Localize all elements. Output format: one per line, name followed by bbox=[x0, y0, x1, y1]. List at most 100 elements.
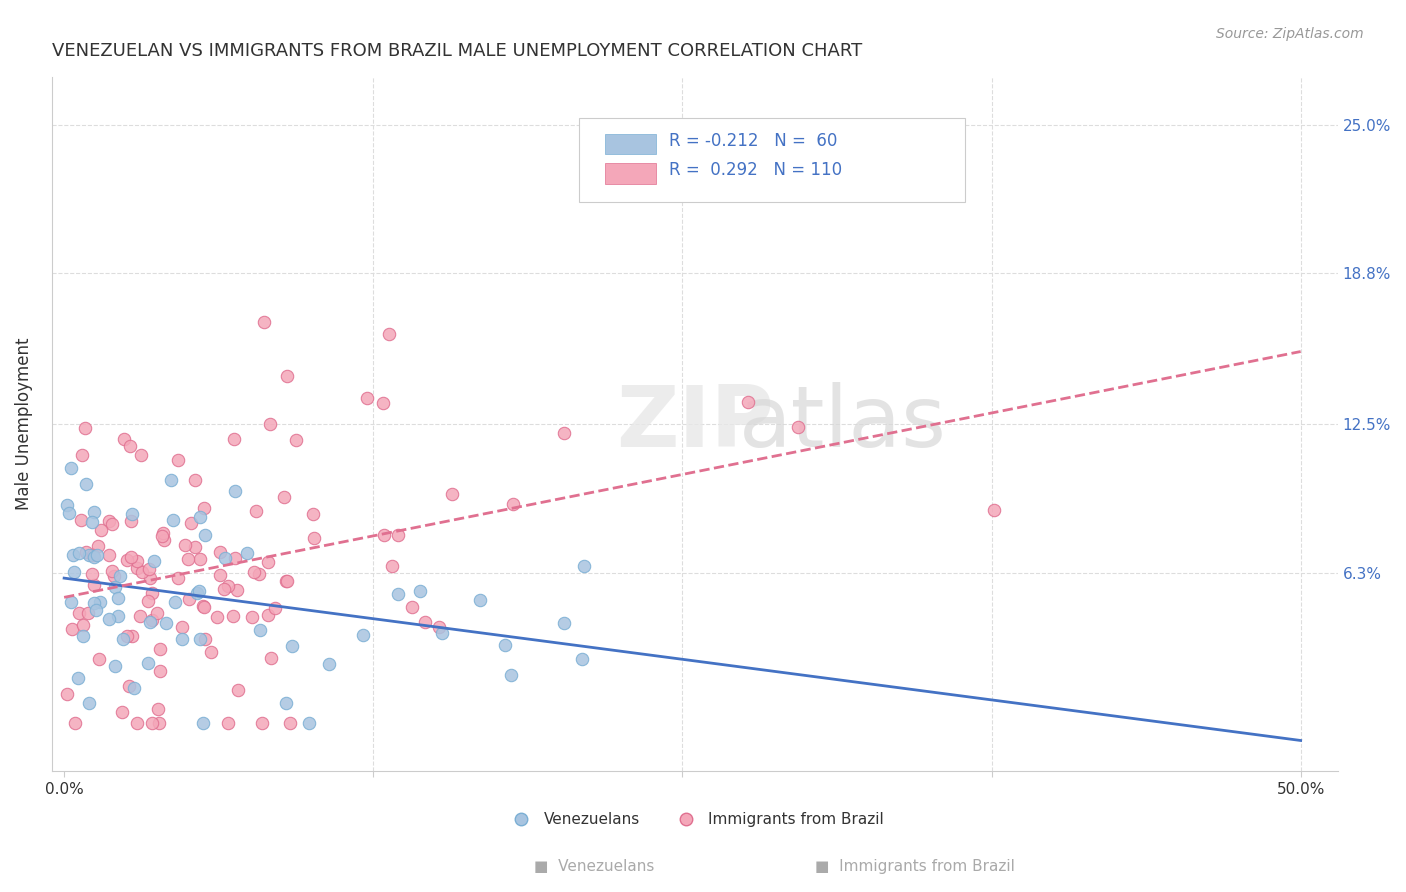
Point bbox=[67, 546, 90, 560]
Point bbox=[139, 571, 162, 585]
Point bbox=[571, 652, 593, 666]
Point bbox=[225, 582, 247, 597]
Point bbox=[983, 503, 1005, 517]
Point bbox=[111, 705, 134, 719]
Text: atlas: atlas bbox=[738, 383, 946, 466]
Point bbox=[209, 568, 232, 582]
Point bbox=[129, 449, 152, 463]
Point bbox=[136, 657, 159, 671]
Point bbox=[214, 550, 236, 565]
Point bbox=[136, 594, 159, 608]
Point bbox=[226, 683, 249, 698]
Point bbox=[131, 565, 153, 579]
Point bbox=[79, 697, 101, 711]
Point bbox=[148, 716, 170, 731]
Point bbox=[356, 392, 378, 406]
Point bbox=[247, 566, 270, 581]
Point bbox=[101, 564, 124, 578]
Point bbox=[285, 433, 308, 447]
Point bbox=[129, 608, 152, 623]
Point bbox=[146, 606, 169, 620]
Point bbox=[191, 599, 214, 614]
Point bbox=[163, 594, 186, 608]
Point bbox=[737, 395, 759, 409]
Point bbox=[160, 473, 183, 487]
Point bbox=[193, 527, 215, 541]
Point bbox=[224, 551, 246, 566]
Point bbox=[373, 396, 395, 410]
Point bbox=[149, 664, 172, 678]
Point bbox=[141, 585, 163, 599]
Point bbox=[125, 716, 148, 731]
Point bbox=[302, 508, 325, 522]
Point bbox=[62, 548, 84, 562]
Point bbox=[60, 623, 83, 637]
Point bbox=[125, 554, 148, 568]
Point bbox=[413, 615, 436, 630]
Point bbox=[83, 578, 105, 592]
Point bbox=[120, 514, 142, 528]
Point bbox=[191, 716, 214, 731]
Point bbox=[60, 460, 83, 475]
Point bbox=[470, 593, 492, 607]
Point bbox=[236, 546, 259, 560]
Point bbox=[276, 574, 298, 588]
Point bbox=[115, 629, 138, 643]
Point bbox=[298, 716, 321, 731]
FancyBboxPatch shape bbox=[605, 163, 657, 185]
Point bbox=[274, 696, 297, 710]
Point bbox=[180, 516, 202, 530]
Point bbox=[432, 626, 454, 640]
Point bbox=[125, 560, 148, 574]
Point bbox=[86, 603, 108, 617]
Point bbox=[553, 425, 575, 440]
Point bbox=[162, 513, 184, 527]
Point bbox=[97, 612, 120, 626]
Point bbox=[166, 572, 188, 586]
Point bbox=[387, 587, 409, 601]
Legend: Venezuelans, Immigrants from Brazil: Venezuelans, Immigrants from Brazil bbox=[499, 806, 890, 833]
Point bbox=[222, 608, 245, 623]
Point bbox=[177, 552, 200, 566]
Point bbox=[318, 657, 340, 671]
Point bbox=[245, 503, 267, 517]
Point bbox=[77, 606, 100, 620]
Point bbox=[243, 565, 266, 579]
Point bbox=[59, 595, 82, 609]
Text: R = -0.212   N =  60: R = -0.212 N = 60 bbox=[669, 131, 838, 150]
Point bbox=[381, 558, 404, 573]
Point bbox=[75, 545, 97, 559]
Point bbox=[83, 504, 105, 518]
Point bbox=[58, 506, 80, 520]
Text: ■  Immigrants from Brazil: ■ Immigrants from Brazil bbox=[815, 859, 1015, 874]
Point bbox=[66, 671, 89, 685]
Point bbox=[502, 497, 524, 511]
Point bbox=[274, 574, 297, 588]
Point bbox=[264, 600, 287, 615]
Point bbox=[141, 613, 163, 627]
Point bbox=[143, 554, 166, 568]
Point bbox=[499, 667, 522, 681]
Point bbox=[193, 600, 215, 615]
Point bbox=[553, 616, 575, 631]
Point bbox=[75, 421, 97, 435]
Point bbox=[72, 629, 94, 643]
Point bbox=[63, 716, 86, 731]
Point bbox=[250, 716, 273, 731]
Point bbox=[111, 632, 134, 647]
Point bbox=[89, 595, 111, 609]
Point bbox=[786, 420, 808, 434]
Point bbox=[79, 549, 101, 563]
Point bbox=[118, 679, 141, 693]
Point bbox=[377, 327, 399, 342]
Point bbox=[80, 515, 103, 529]
Point bbox=[138, 562, 160, 576]
Point bbox=[146, 702, 169, 716]
Point bbox=[222, 432, 245, 446]
Point bbox=[208, 545, 231, 559]
Point bbox=[149, 641, 172, 656]
Point bbox=[107, 609, 129, 624]
Text: VENEZUELAN VS IMMIGRANTS FROM BRAZIL MALE UNEMPLOYMENT CORRELATION CHART: VENEZUELAN VS IMMIGRANTS FROM BRAZIL MAL… bbox=[52, 42, 862, 60]
Point bbox=[121, 629, 143, 643]
Point bbox=[112, 432, 135, 446]
